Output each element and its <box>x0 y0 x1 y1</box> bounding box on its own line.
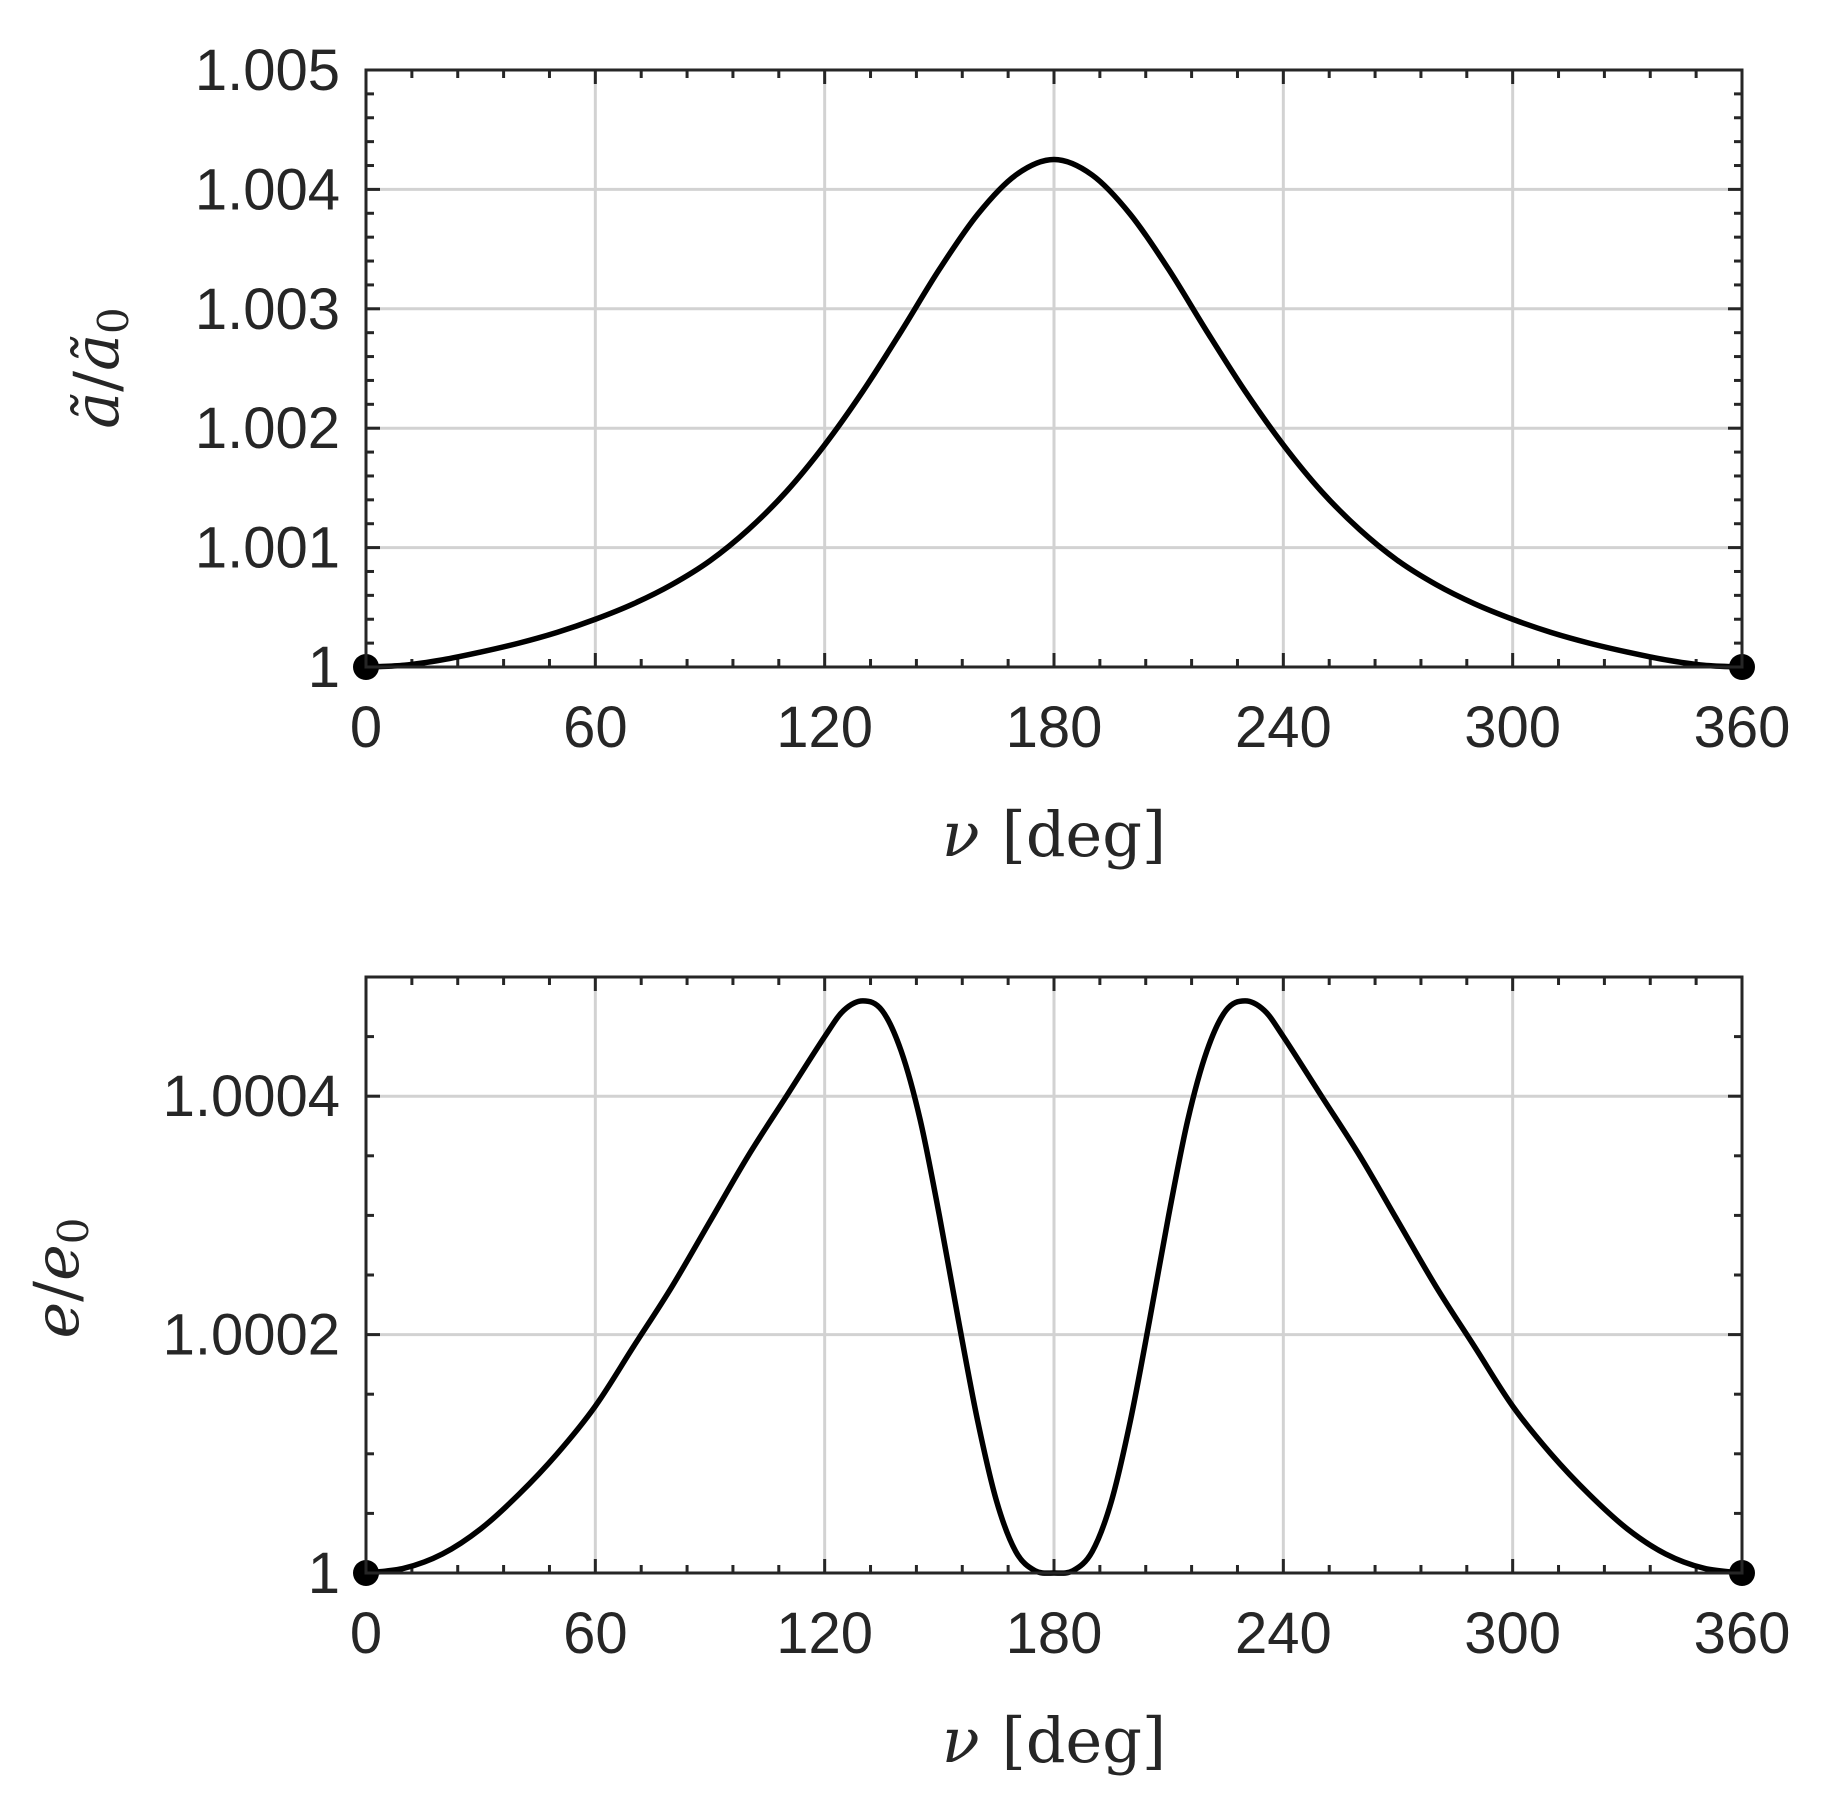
x-tick-label: 0 <box>350 1601 382 1666</box>
x-tick-label: 180 <box>1006 695 1103 760</box>
y-tick-label: 1.0002 <box>163 1303 340 1368</box>
y-tick-label: 1.005 <box>195 38 340 103</box>
x-tick-label: 240 <box>1235 1601 1332 1666</box>
y-tick-label: 1.002 <box>195 396 340 461</box>
x-axis-label-top: ν [deg] <box>942 798 1166 871</box>
x-tick-label: 60 <box>563 695 628 760</box>
y-tick-label: 1.004 <box>195 157 340 222</box>
x-tick-label: 300 <box>1464 1601 1561 1666</box>
plot-frame-bottom <box>364 975 1744 1575</box>
y-tick-label: 1.003 <box>195 277 340 342</box>
x-tick-label: 240 <box>1235 695 1332 760</box>
x-tick-label: 180 <box>1006 1601 1103 1666</box>
y-tick-label: 1.0004 <box>163 1064 340 1129</box>
x-tick-label: 120 <box>776 695 873 760</box>
plot-frame-top <box>364 68 1744 669</box>
x-tick-label: 360 <box>1694 695 1791 760</box>
y-axis-label-bottom: e/e0 <box>20 1217 98 1338</box>
panel-top: 0 60 120 180 240 300 360 1 1.001 1.002 1.003 1.004… <box>60 38 1790 871</box>
x-tick-label: 360 <box>1694 1601 1791 1666</box>
y-axis-label-top: ã/ã0 <box>60 307 138 429</box>
x-tick-label: 0 <box>350 695 382 760</box>
y-tick-label: 1.001 <box>195 516 340 581</box>
x-tick-label: 300 <box>1464 695 1561 760</box>
y-tick-label: 1 <box>308 1541 340 1606</box>
x-tick-label: 60 <box>563 1601 628 1666</box>
x-tick-label: 120 <box>776 1601 873 1666</box>
series-line-0 <box>365 156 1743 670</box>
y-tick-label: 1 <box>308 635 340 700</box>
x-axis-label-bottom: ν [deg] <box>942 1704 1166 1777</box>
